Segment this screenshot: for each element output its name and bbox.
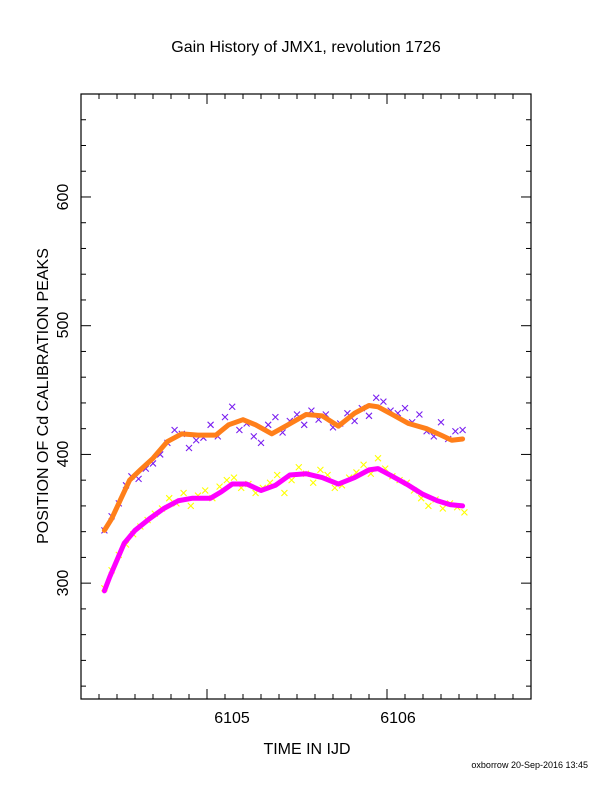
- y-tick-label-500: 500: [55, 312, 72, 339]
- plot-frame: [80, 93, 532, 700]
- data-point: [228, 403, 236, 411]
- data-point: [165, 494, 173, 502]
- data-point: [437, 418, 445, 426]
- footer-timestamp: oxborrow 20-Sep-2016 13:45: [471, 760, 588, 770]
- data-point: [230, 474, 238, 481]
- y-tick-labels: 300 400 500 600: [55, 184, 72, 597]
- fit-line-1: [101, 403, 466, 533]
- data-point: [250, 433, 258, 440]
- data-point: [360, 461, 367, 469]
- data-point: [416, 411, 423, 418]
- data-point: [452, 427, 459, 435]
- data-point: [317, 466, 324, 474]
- x-tick-label-6105: 6105: [214, 710, 250, 727]
- data-point: [185, 444, 193, 452]
- data-point: [351, 417, 358, 425]
- data-point: [425, 502, 432, 510]
- data-point: [300, 421, 308, 429]
- data-point: [207, 421, 214, 429]
- data-point: [180, 489, 187, 497]
- data-point: [223, 476, 231, 484]
- data-point: [264, 421, 272, 429]
- x-tick-label-6106: 6106: [380, 710, 416, 727]
- data-point: [272, 413, 279, 421]
- scatter-series-2: [101, 454, 468, 592]
- data-point: [374, 454, 382, 462]
- data-point: [401, 404, 409, 412]
- data-point: [273, 471, 281, 479]
- plot-layer: [80, 93, 532, 700]
- data-point: [281, 489, 288, 497]
- data-point: [309, 479, 317, 487]
- fit-line-3: [101, 466, 466, 594]
- chart-title: Gain History of JMX1, revolution 1726: [171, 39, 441, 56]
- data-point: [439, 505, 447, 512]
- y-axis-label: POSITION OF Cd CALIBRATION PEAKS: [35, 248, 52, 544]
- data-point: [187, 502, 195, 510]
- data-point: [236, 426, 243, 434]
- data-point: [295, 463, 303, 471]
- x-axis-label: TIME IN IJD: [263, 741, 350, 758]
- data-point: [461, 508, 468, 516]
- data-point: [201, 487, 209, 494]
- data-point: [171, 426, 178, 434]
- y-tick-label-600: 600: [55, 184, 72, 211]
- data-point: [365, 412, 373, 420]
- data-point: [192, 436, 200, 444]
- data-point: [380, 398, 387, 406]
- data-point: [257, 439, 265, 447]
- y-tick-label-300: 300: [55, 570, 72, 597]
- data-point: [221, 413, 229, 421]
- data-point: [372, 394, 380, 402]
- data-point: [459, 426, 466, 434]
- x-tick-labels: 6105 6106: [214, 710, 416, 727]
- y-tick-label-400: 400: [55, 441, 72, 468]
